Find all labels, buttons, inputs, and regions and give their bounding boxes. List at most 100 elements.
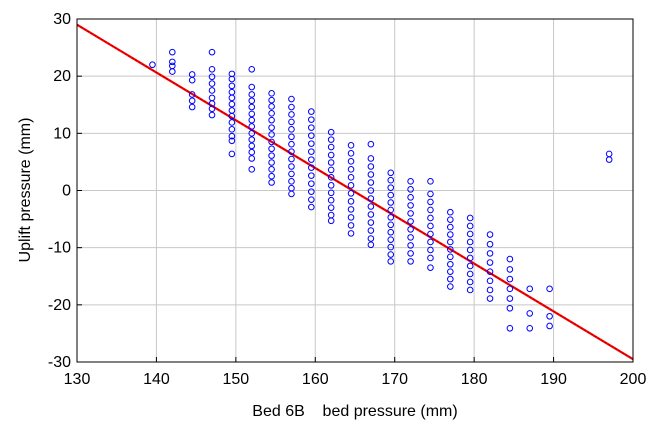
data-point (288, 133, 295, 141)
data-point (407, 234, 414, 241)
data-point (248, 103, 256, 111)
data-point (288, 126, 295, 133)
data-point (228, 75, 236, 83)
data-point (268, 116, 275, 124)
data-point (427, 246, 434, 254)
data-point (407, 258, 414, 265)
y-tick-label: 20 (53, 68, 71, 85)
data-point (347, 158, 355, 165)
data-point (367, 195, 375, 202)
fit-line-group (76, 23, 634, 361)
data-point (347, 142, 355, 149)
y-tick-label: -20 (48, 297, 71, 314)
data-point (387, 191, 395, 199)
data-point (347, 206, 355, 213)
x-tick-label: 170 (381, 371, 408, 388)
data-point (248, 148, 256, 156)
data-point (208, 111, 216, 119)
data-point (327, 174, 335, 181)
data-point (427, 206, 434, 214)
data-point (466, 214, 474, 222)
data-point (268, 103, 275, 110)
data-point (447, 283, 454, 290)
data-point (546, 322, 553, 330)
x-axis-label: Bed 6B bed pressure (mm) (252, 403, 457, 420)
data-point (288, 170, 295, 178)
data-point (347, 182, 355, 189)
data-point (327, 166, 335, 174)
data-point (308, 172, 315, 179)
data-point (268, 90, 275, 97)
data-point (486, 277, 494, 285)
data-point (466, 254, 474, 262)
data-point (367, 171, 375, 178)
data-point (407, 226, 414, 233)
x-tick-label: 140 (143, 371, 170, 388)
data-point (387, 214, 395, 221)
x-tick-label: 150 (223, 371, 250, 388)
data-point (447, 238, 454, 246)
data-point (486, 259, 494, 266)
data-point (526, 285, 534, 293)
data-point (347, 230, 355, 237)
data-point (308, 132, 315, 139)
data-point (486, 240, 494, 248)
data-point (486, 231, 494, 238)
data-point (407, 250, 414, 257)
data-point (228, 132, 236, 140)
data-point (447, 260, 454, 268)
data-point (268, 166, 275, 173)
data-point (407, 202, 414, 209)
data-point (308, 164, 315, 171)
data-point (367, 179, 375, 186)
data-point (466, 286, 474, 294)
data-points (149, 48, 613, 332)
data-point (447, 253, 454, 261)
data-point (308, 180, 315, 187)
data-point (387, 176, 395, 184)
data-point (367, 219, 375, 226)
data-point (387, 236, 395, 243)
data-point (268, 152, 275, 159)
data-point (367, 203, 375, 210)
data-point (367, 187, 375, 194)
data-point (228, 100, 236, 108)
data-point (466, 262, 474, 270)
data-point (367, 155, 375, 162)
data-point (327, 128, 335, 136)
data-point (546, 312, 553, 320)
data-point (466, 238, 474, 246)
y-tick-label: 10 (53, 125, 71, 142)
grid-lines (77, 19, 633, 362)
data-point (327, 204, 335, 211)
data-point (327, 217, 335, 225)
data-point (466, 230, 474, 238)
data-point (327, 159, 335, 166)
data-point (268, 179, 275, 186)
data-point (447, 246, 454, 253)
y-tick-label: 0 (62, 183, 71, 200)
data-point (288, 148, 295, 155)
data-point (327, 189, 335, 197)
data-point (288, 118, 295, 126)
data-point (248, 83, 256, 91)
data-point (447, 208, 454, 216)
data-point (327, 182, 335, 189)
data-point (526, 324, 534, 332)
data-point (427, 222, 434, 230)
y-tick-label: 30 (53, 11, 71, 28)
x-tick-label: 180 (461, 371, 488, 388)
data-point (288, 155, 295, 163)
data-point (248, 116, 256, 124)
data-point (268, 145, 275, 153)
data-point (308, 203, 315, 211)
data-point (387, 243, 395, 251)
y-tick-label: -30 (48, 354, 71, 371)
data-point (387, 169, 395, 177)
data-point (308, 156, 315, 163)
data-point (268, 124, 275, 131)
data-point (466, 246, 474, 254)
data-point (268, 172, 275, 180)
data-point (327, 196, 335, 204)
data-point (228, 94, 236, 102)
